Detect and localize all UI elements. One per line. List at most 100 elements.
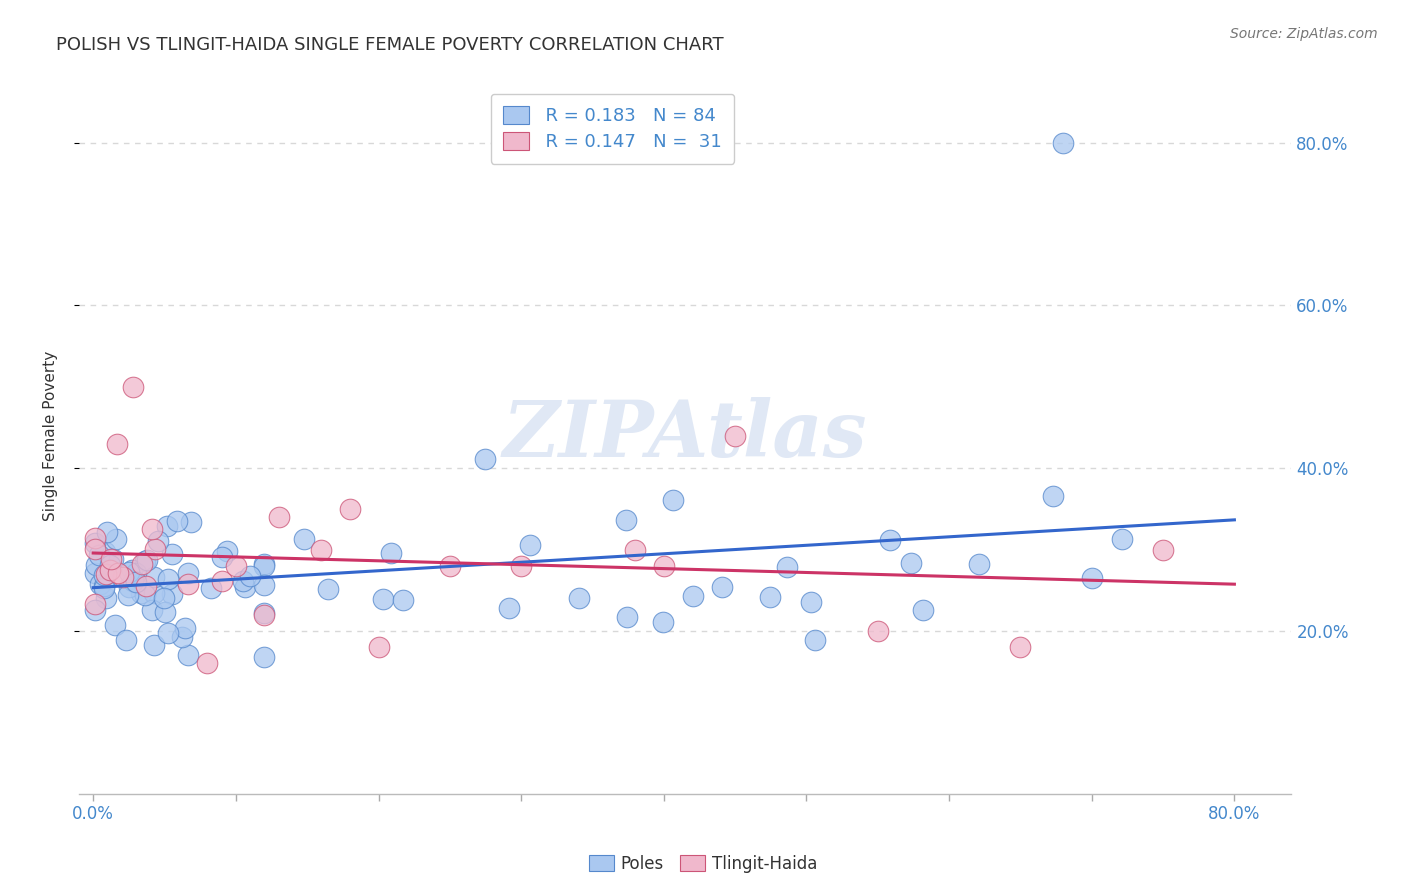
Point xyxy=(391,592,413,607)
Point xyxy=(1010,640,1032,655)
Point xyxy=(87,549,110,563)
Point xyxy=(160,547,183,561)
Point xyxy=(253,558,276,573)
Point xyxy=(129,586,152,600)
Point xyxy=(439,558,461,573)
Point xyxy=(142,638,165,652)
Point xyxy=(103,552,125,566)
Point xyxy=(967,557,990,571)
Point xyxy=(1111,532,1133,546)
Point xyxy=(131,557,153,571)
Point xyxy=(211,549,233,564)
Point xyxy=(141,522,163,536)
Point xyxy=(84,532,107,546)
Point xyxy=(519,538,541,552)
Point xyxy=(125,575,148,590)
Point xyxy=(172,630,194,644)
Text: Source: ZipAtlas.com: Source: ZipAtlas.com xyxy=(1230,27,1378,41)
Point xyxy=(233,580,256,594)
Point xyxy=(215,544,238,558)
Point xyxy=(134,588,156,602)
Point xyxy=(135,553,157,567)
Point xyxy=(104,532,127,546)
Point xyxy=(121,574,143,588)
Legend: Poles, Tlingit-Haida: Poles, Tlingit-Haida xyxy=(582,848,824,880)
Point xyxy=(866,624,889,638)
Point xyxy=(156,626,179,640)
Point xyxy=(614,513,637,527)
Point xyxy=(267,510,290,524)
Point xyxy=(146,533,169,548)
Point xyxy=(93,579,115,593)
Point xyxy=(118,566,141,580)
Point xyxy=(115,632,138,647)
Point xyxy=(155,519,177,533)
Point xyxy=(122,380,145,394)
Point xyxy=(94,545,117,559)
Point xyxy=(510,558,533,573)
Point xyxy=(498,601,520,615)
Point xyxy=(143,570,166,584)
Point xyxy=(84,558,107,572)
Point xyxy=(316,582,339,596)
Legend:   R = 0.183   N = 84,   R = 0.147   N =  31: R = 0.183 N = 84, R = 0.147 N = 31 xyxy=(491,94,734,164)
Point xyxy=(900,556,922,570)
Point xyxy=(239,568,262,582)
Point xyxy=(662,492,685,507)
Point xyxy=(367,640,389,655)
Point xyxy=(104,618,127,632)
Point xyxy=(710,580,733,594)
Point xyxy=(160,587,183,601)
Point xyxy=(96,591,118,605)
Point xyxy=(145,541,167,556)
Point xyxy=(142,586,165,600)
Point xyxy=(225,558,247,573)
Point xyxy=(380,545,402,559)
Point xyxy=(682,589,704,603)
Point xyxy=(174,621,197,635)
Point xyxy=(759,590,782,604)
Y-axis label: Single Female Poverty: Single Female Poverty xyxy=(44,351,58,521)
Point xyxy=(879,533,901,548)
Point xyxy=(93,581,115,595)
Point xyxy=(125,566,148,580)
Point xyxy=(100,552,122,566)
Text: POLISH VS TLINGIT-HAIDA SINGLE FEMALE POVERTY CORRELATION CHART: POLISH VS TLINGIT-HAIDA SINGLE FEMALE PO… xyxy=(56,36,724,54)
Point xyxy=(800,594,823,608)
Point xyxy=(1152,542,1174,557)
Point xyxy=(83,542,105,557)
Point xyxy=(111,569,134,583)
Point xyxy=(83,598,105,612)
Point xyxy=(652,558,675,573)
Point xyxy=(232,574,254,589)
Point xyxy=(724,428,747,442)
Point xyxy=(253,558,276,572)
Point xyxy=(105,436,128,450)
Point xyxy=(1052,136,1074,150)
Point xyxy=(83,535,105,549)
Point xyxy=(89,577,111,591)
Point xyxy=(652,615,675,629)
Point xyxy=(911,603,934,617)
Point xyxy=(117,588,139,602)
Point xyxy=(804,632,827,647)
Point xyxy=(83,603,105,617)
Point xyxy=(121,563,143,577)
Point xyxy=(96,524,118,539)
Point xyxy=(141,603,163,617)
Point xyxy=(94,566,117,581)
Point xyxy=(211,574,233,589)
Point xyxy=(93,568,115,582)
Point xyxy=(107,566,129,580)
Point xyxy=(1080,571,1102,585)
Point xyxy=(292,533,315,547)
Point xyxy=(253,607,276,621)
Point xyxy=(118,580,141,594)
Point xyxy=(98,558,121,573)
Point xyxy=(339,501,361,516)
Point xyxy=(568,591,591,606)
Point xyxy=(616,610,638,624)
Point xyxy=(152,591,174,606)
Point xyxy=(155,605,177,619)
Point xyxy=(177,566,200,581)
